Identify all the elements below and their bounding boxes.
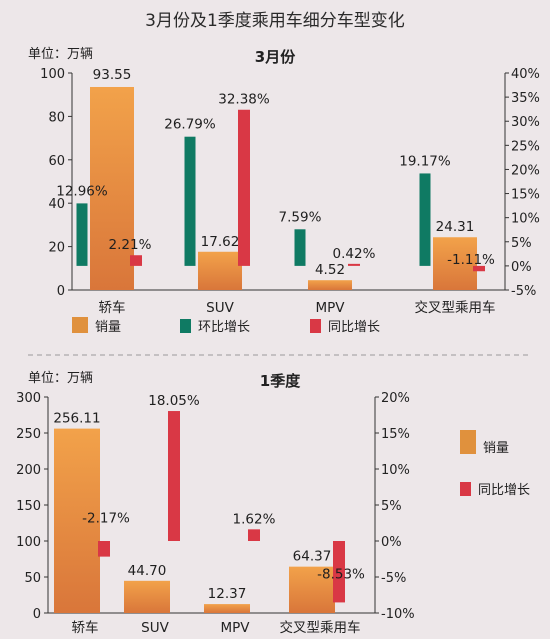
bar-sales <box>433 237 477 290</box>
y-tick-label-left: 300 <box>16 391 41 406</box>
data-label: 12.96% <box>56 183 108 199</box>
y-tick-label-right: 10% <box>511 212 540 227</box>
y-tick-label-right: 15% <box>511 188 540 203</box>
y-tick-label-right: 0% <box>381 535 402 550</box>
y-tick-label-right: 0% <box>511 260 532 275</box>
x-tick-label: SUV <box>141 620 169 636</box>
data-label: 1.62% <box>233 511 276 527</box>
legend-label: 同比增长 <box>478 483 530 498</box>
data-label: 4.52 <box>315 262 345 278</box>
data-label: 0.42% <box>333 246 376 262</box>
unit-label: 单位：万辆 <box>28 371 93 386</box>
legend-swatch <box>460 482 471 496</box>
bar-mom <box>419 173 431 266</box>
data-label: 64.37 <box>293 549 332 565</box>
bar-yoy <box>238 109 250 266</box>
y-tick-label-right: 5% <box>511 236 532 251</box>
data-label: 24.31 <box>436 219 475 235</box>
legend-label: 销量 <box>95 320 121 335</box>
y-tick-label-right: 35% <box>511 91 540 106</box>
data-label: 93.55 <box>93 67 132 83</box>
data-label: 2.21% <box>109 237 152 253</box>
y-tick-label-right: 15% <box>381 427 410 442</box>
bar-yoy <box>333 541 345 603</box>
legend-label: 环比增长 <box>198 320 250 335</box>
bar-sales <box>124 580 170 613</box>
bar-yoy <box>98 541 110 557</box>
y-tick-label-right: 30% <box>511 115 540 130</box>
y-tick-label-left: 200 <box>16 463 41 478</box>
bar-mom <box>294 229 306 266</box>
data-label: 12.37 <box>208 586 247 602</box>
bar-yoy <box>130 255 142 266</box>
y-tick-label-right: -10% <box>381 607 415 622</box>
y-tick-label-right: -5% <box>511 284 536 299</box>
data-label: 32.38% <box>218 92 270 108</box>
y-tick-label-right: 20% <box>381 391 410 406</box>
data-label: 18.05% <box>148 393 200 409</box>
data-label: -8.53% <box>317 566 365 582</box>
y-tick-label-left: 250 <box>16 427 41 442</box>
x-tick-label: 交叉型乘用车 <box>415 299 496 316</box>
chart-q1: 1季度 单位：万辆 0 50 100 150 200 250 300 -10% -5% 0% 5% 10%… <box>16 371 530 636</box>
bar-sales <box>54 428 100 613</box>
y-tick-label-left: 100 <box>16 535 41 550</box>
chart-march: 3月份 单位：万辆 0 20 40 60 80 100 -5% 0% 5% 10% 15% 20% 25% 3… <box>28 47 540 335</box>
legend-label: 同比增长 <box>328 320 380 335</box>
bar-mom <box>76 203 88 266</box>
bar-sales <box>90 86 134 291</box>
x-tick-label: MPV <box>315 300 345 316</box>
y-tick-label-left: 0 <box>33 607 41 622</box>
chart-title: 3月份 <box>255 48 296 66</box>
data-label: -2.17% <box>82 511 130 527</box>
y-tick-label-left: 50 <box>24 571 41 586</box>
figure-title: 3月份及1季度乘用车细分车型变化 <box>145 11 405 31</box>
x-tick-label: 轿车 <box>99 299 126 316</box>
y-tick-label-right: 40% <box>511 67 540 82</box>
data-label: 44.70 <box>128 563 167 579</box>
x-tick-label: MPV <box>220 620 250 636</box>
y-tick-label-left: 150 <box>16 499 41 514</box>
data-label: 7.59% <box>279 209 322 225</box>
data-label: 26.79% <box>164 117 216 133</box>
bar-sales <box>198 251 242 290</box>
legend-swatch <box>460 430 476 454</box>
y-tick-label-right: -5% <box>381 571 406 586</box>
bar-sales <box>204 604 250 613</box>
bar-yoy <box>473 265 485 272</box>
y-tick-label-left: 100 <box>40 67 65 82</box>
y-tick-label-right: 25% <box>511 139 540 154</box>
legend-swatch <box>180 319 191 333</box>
bar-yoy <box>248 529 260 541</box>
y-tick-label-right: 20% <box>511 163 540 178</box>
y-tick-label-left: 80 <box>48 110 65 125</box>
chart-title: 1季度 <box>260 372 301 390</box>
data-label: -1.11% <box>447 252 495 268</box>
y-tick-label-left: 20 <box>48 241 65 256</box>
x-tick-label: 交叉型乘用车 <box>280 619 361 636</box>
legend-label: 销量 <box>483 441 509 456</box>
unit-label: 单位：万辆 <box>28 47 93 62</box>
x-tick-label: 轿车 <box>72 619 99 636</box>
y-tick-label-left: 0 <box>57 284 65 299</box>
data-label: 17.62 <box>201 234 240 250</box>
x-tick-label: SUV <box>206 300 234 316</box>
bar-yoy <box>168 411 180 541</box>
legend-swatch <box>310 319 321 333</box>
bar-sales <box>289 566 335 613</box>
data-label: 19.17% <box>399 153 451 169</box>
legend-swatch <box>72 317 88 333</box>
data-label: 256.11 <box>53 411 100 427</box>
y-tick-label-left: 40 <box>48 197 65 212</box>
y-tick-label-right: 10% <box>381 463 410 478</box>
y-tick-label-left: 60 <box>48 154 65 169</box>
bar-sales <box>308 280 352 290</box>
y-tick-label-right: 5% <box>381 499 402 514</box>
bar-yoy <box>348 263 360 266</box>
bar-mom <box>184 136 196 266</box>
